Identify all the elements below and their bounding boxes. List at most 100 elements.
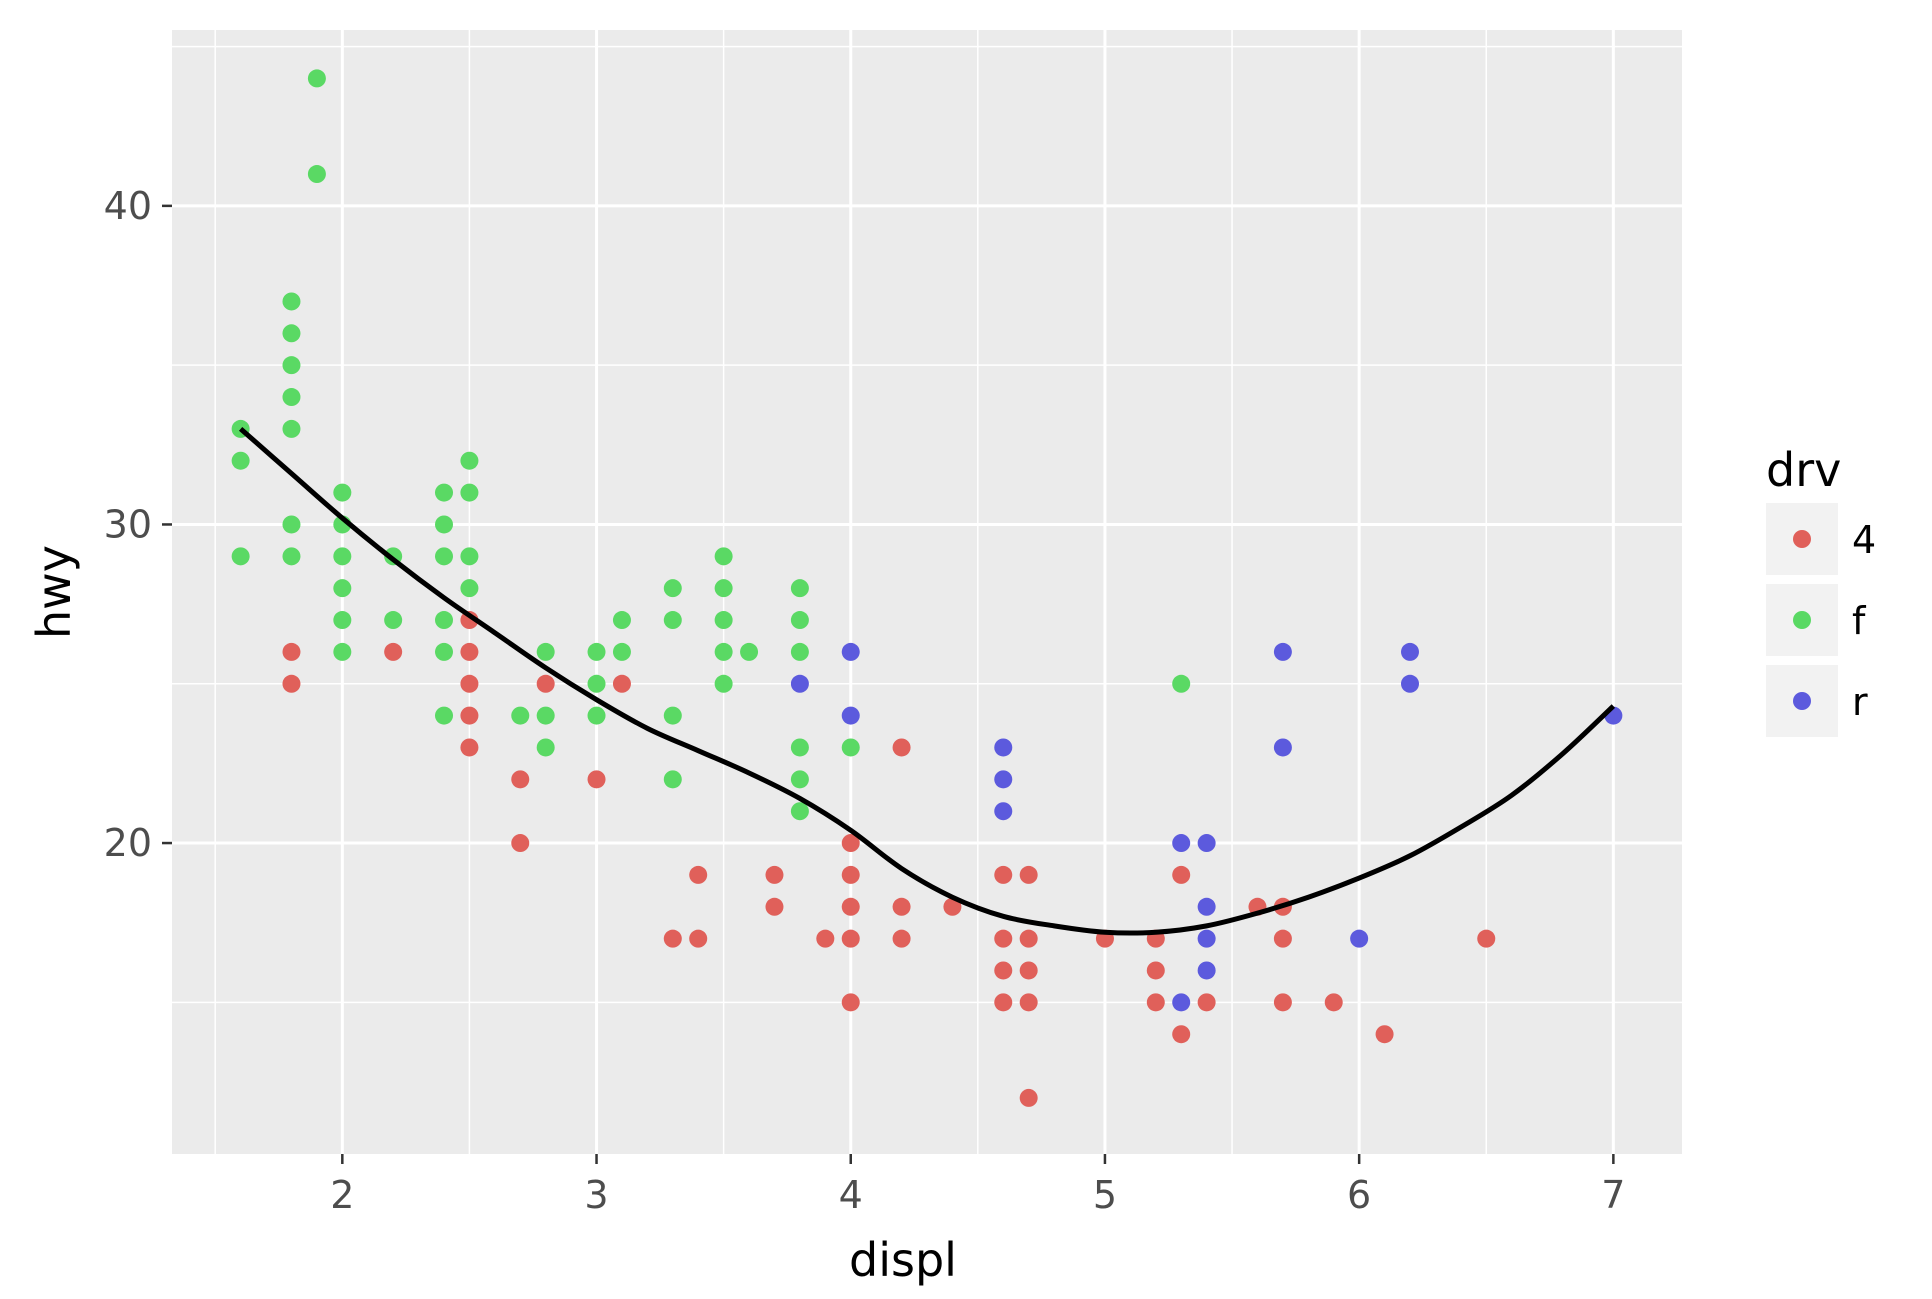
- data-point-f: [714, 611, 733, 630]
- data-point-f: [1172, 674, 1191, 693]
- data-point-f: [307, 165, 326, 184]
- data-point-4: [511, 834, 530, 853]
- data-point-f: [790, 611, 809, 630]
- data-point-r: [1172, 993, 1191, 1012]
- data-point-4: [841, 993, 860, 1012]
- data-point-4: [1019, 961, 1038, 980]
- data-point-4: [841, 897, 860, 916]
- data-point-f: [460, 579, 479, 598]
- y-tick-label: 30: [104, 502, 152, 546]
- data-point-f: [384, 611, 403, 630]
- data-point-4: [765, 897, 784, 916]
- data-point-f: [282, 388, 301, 407]
- data-point-4: [1019, 865, 1038, 884]
- data-point-4: [943, 897, 962, 916]
- data-point-4: [689, 929, 708, 948]
- data-point-4: [536, 674, 555, 693]
- data-point-4: [1197, 993, 1216, 1012]
- data-point-4: [460, 674, 479, 693]
- data-point-4: [587, 770, 606, 789]
- data-point-f: [587, 674, 606, 693]
- data-point-r: [994, 770, 1013, 789]
- data-point-4: [612, 674, 631, 693]
- data-point-f: [740, 642, 759, 661]
- data-point-4: [663, 929, 682, 948]
- data-point-r: [790, 674, 809, 693]
- data-point-r: [1350, 929, 1369, 948]
- legend-label: f: [1852, 599, 1867, 643]
- data-point-f: [435, 547, 454, 566]
- data-point-4: [1172, 1025, 1191, 1044]
- data-point-r: [841, 706, 860, 725]
- data-point-f: [282, 547, 301, 566]
- x-tick-label: 6: [1347, 1173, 1371, 1217]
- data-point-f: [790, 579, 809, 598]
- data-point-4: [994, 865, 1013, 884]
- data-point-r: [1273, 642, 1292, 661]
- x-tick-label: 4: [839, 1173, 863, 1217]
- data-point-f: [790, 802, 809, 821]
- data-point-f: [663, 579, 682, 598]
- data-point-f: [333, 547, 352, 566]
- legend-key-marker: [1793, 611, 1811, 629]
- data-point-4: [1273, 993, 1292, 1012]
- legend: drv 4 fr: [1766, 443, 1876, 737]
- data-point-f: [714, 547, 733, 566]
- legend-key-marker: [1793, 530, 1811, 548]
- data-point-4: [841, 929, 860, 948]
- minor-gridlines: [172, 30, 1682, 1154]
- data-point-f: [536, 642, 555, 661]
- plot-panel: [172, 30, 1682, 1154]
- data-point-f: [612, 611, 631, 630]
- data-points: [231, 69, 1623, 1107]
- data-point-4: [892, 897, 911, 916]
- y-tick-label: 40: [104, 184, 152, 228]
- data-point-f: [307, 69, 326, 88]
- data-point-4: [460, 642, 479, 661]
- data-point-f: [435, 642, 454, 661]
- legend-title: drv: [1766, 443, 1841, 497]
- data-point-f: [333, 611, 352, 630]
- y-tick-label: 20: [104, 821, 152, 865]
- data-point-4: [1019, 1088, 1038, 1107]
- data-point-f: [435, 706, 454, 725]
- data-point-4: [689, 865, 708, 884]
- data-point-4: [282, 642, 301, 661]
- data-point-f: [612, 642, 631, 661]
- data-point-4: [1375, 1025, 1394, 1044]
- x-tick-label: 5: [1093, 1173, 1117, 1217]
- data-point-r: [1197, 897, 1216, 916]
- data-point-4: [841, 865, 860, 884]
- data-point-4: [384, 642, 403, 661]
- data-point-f: [282, 356, 301, 375]
- data-point-4: [1146, 993, 1165, 1012]
- data-point-4: [1324, 993, 1343, 1012]
- data-point-f: [714, 579, 733, 598]
- data-point-4: [1146, 961, 1165, 980]
- y-axis-title: hwy: [27, 545, 81, 639]
- data-point-f: [435, 483, 454, 502]
- data-point-4: [460, 706, 479, 725]
- data-point-4: [816, 929, 835, 948]
- data-point-f: [231, 547, 250, 566]
- data-point-f: [282, 292, 301, 311]
- data-point-r: [1197, 961, 1216, 980]
- data-point-f: [790, 770, 809, 789]
- y-axis-ticks: 20 30 40: [104, 184, 172, 865]
- data-point-r: [1172, 834, 1191, 853]
- data-point-f: [333, 642, 352, 661]
- data-point-f: [333, 483, 352, 502]
- data-point-f: [282, 515, 301, 534]
- data-point-r: [994, 802, 1013, 821]
- x-tick-label: 7: [1601, 1173, 1625, 1217]
- data-point-f: [536, 738, 555, 757]
- data-point-4: [511, 770, 530, 789]
- data-point-4: [1019, 993, 1038, 1012]
- x-axis-title: displ: [849, 1233, 957, 1287]
- data-point-f: [536, 706, 555, 725]
- legend-label: 4: [1852, 518, 1876, 562]
- x-tick-label: 3: [584, 1173, 608, 1217]
- data-point-f: [790, 642, 809, 661]
- data-point-r: [841, 642, 860, 661]
- x-axis-ticks: 2 3 4 5 6 7: [330, 1154, 1625, 1217]
